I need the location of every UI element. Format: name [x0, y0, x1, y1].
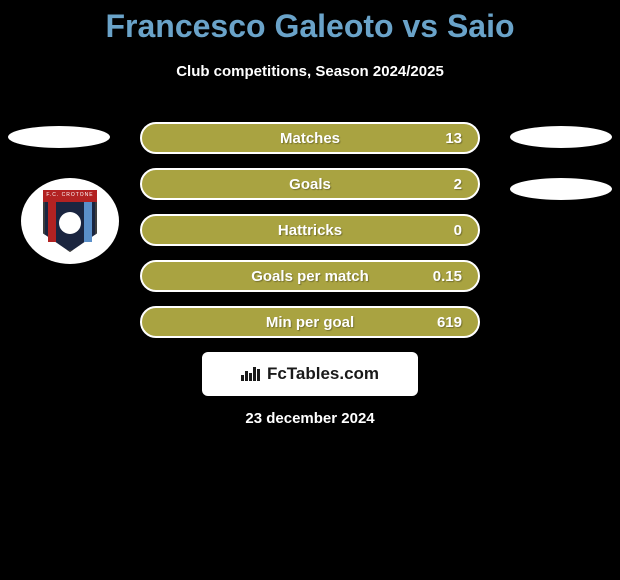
- stat-row: Goals per match 0.15: [140, 260, 480, 292]
- page-title: Francesco Galeoto vs Saio: [0, 0, 620, 45]
- shield-stripe-right: [84, 202, 92, 242]
- stat-label: Matches: [280, 130, 340, 147]
- stat-row: Min per goal 619: [140, 306, 480, 338]
- stat-label: Hattricks: [278, 222, 342, 239]
- stat-value: 0: [454, 222, 462, 239]
- page-subtitle: Club competitions, Season 2024/2025: [0, 63, 620, 80]
- stat-label: Goals per match: [251, 268, 369, 285]
- stat-value: 619: [437, 314, 462, 331]
- player-placeholder-left: [8, 126, 110, 148]
- branding-text: FcTables.com: [267, 364, 379, 384]
- club-badge: F.C. CROTONE: [21, 178, 119, 264]
- branding-box: FcTables.com: [202, 352, 418, 396]
- shield-banner: F.C. CROTONE: [43, 190, 97, 202]
- stat-row: Matches 13: [140, 122, 480, 154]
- shield-emblem: [59, 212, 81, 234]
- stat-label: Goals: [289, 176, 331, 193]
- footer-date: 23 december 2024: [245, 410, 374, 427]
- player-placeholder-right-1: [510, 126, 612, 148]
- stat-value: 13: [445, 130, 462, 147]
- chart-icon: [241, 367, 261, 381]
- stat-row: Goals 2: [140, 168, 480, 200]
- stat-value: 2: [454, 176, 462, 193]
- stat-value: 0.15: [433, 268, 462, 285]
- player-placeholder-right-2: [510, 178, 612, 200]
- stat-label: Min per goal: [266, 314, 354, 331]
- stat-row: Hattricks 0: [140, 214, 480, 246]
- stats-container: Matches 13 Goals 2 Hattricks 0 Goals per…: [140, 122, 480, 352]
- shield-stripe-left: [48, 202, 56, 242]
